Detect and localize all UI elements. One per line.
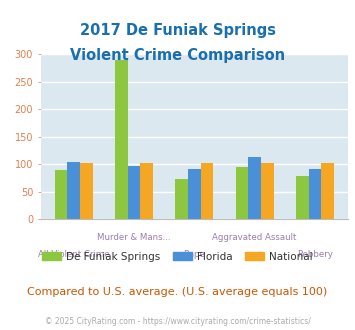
Text: © 2025 CityRating.com - https://www.cityrating.com/crime-statistics/: © 2025 CityRating.com - https://www.city…: [45, 317, 310, 326]
Bar: [80, 163, 93, 219]
Bar: [321, 163, 334, 219]
Text: Compared to U.S. average. (U.S. average equals 100): Compared to U.S. average. (U.S. average …: [27, 287, 328, 297]
Bar: [296, 176, 308, 219]
Bar: [55, 170, 67, 219]
Bar: [201, 163, 213, 219]
Bar: [188, 169, 201, 219]
Bar: [248, 157, 261, 219]
Bar: [115, 60, 128, 219]
Text: All Violent Crime: All Violent Crime: [38, 250, 110, 259]
Text: Murder & Mans...: Murder & Mans...: [97, 233, 171, 242]
Bar: [175, 179, 188, 219]
Text: Aggravated Assault: Aggravated Assault: [213, 233, 297, 242]
Text: Violent Crime Comparison: Violent Crime Comparison: [70, 48, 285, 63]
Bar: [128, 166, 140, 219]
Text: Robbery: Robbery: [297, 250, 333, 259]
Text: Rape: Rape: [184, 250, 205, 259]
Bar: [261, 163, 274, 219]
Legend: De Funiak Springs, Florida, National: De Funiak Springs, Florida, National: [42, 251, 313, 262]
Bar: [236, 167, 248, 219]
Bar: [140, 163, 153, 219]
Bar: [67, 162, 80, 219]
Bar: [308, 169, 321, 219]
Text: 2017 De Funiak Springs: 2017 De Funiak Springs: [80, 23, 275, 38]
